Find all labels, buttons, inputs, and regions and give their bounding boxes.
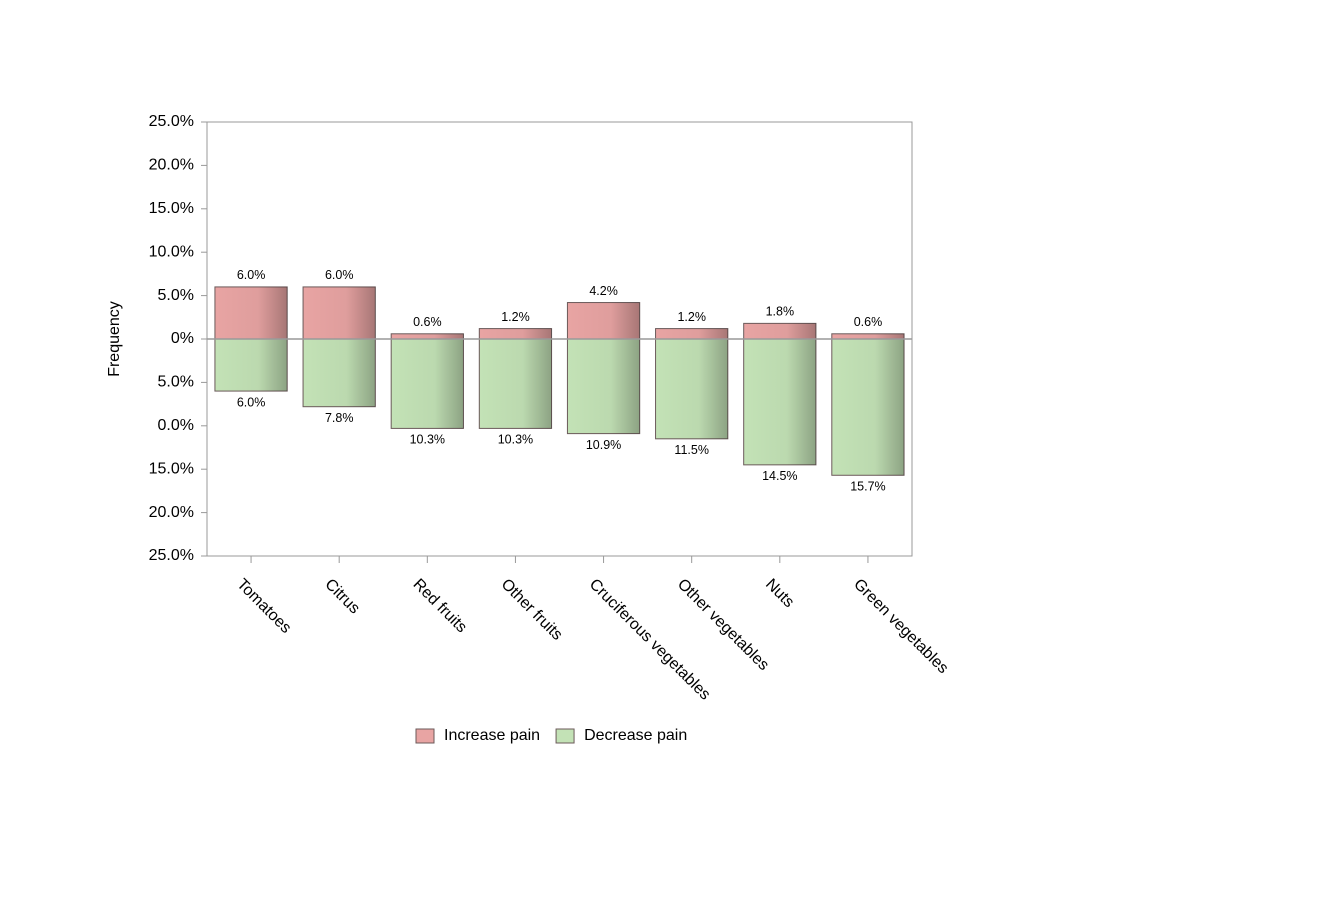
x-tick-label: Nuts [762, 576, 797, 611]
bar-shade [479, 339, 552, 429]
value-label: 7.8% [325, 411, 354, 425]
value-label: 1.2% [501, 310, 530, 324]
value-label: 10.3% [410, 433, 445, 447]
bar-shade [214, 339, 288, 392]
bar-shade [479, 328, 552, 339]
bar-shade [391, 339, 464, 429]
bar-shade [743, 323, 816, 339]
bar-shade [214, 286, 288, 339]
y-tick-label: 5.0% [158, 287, 194, 304]
y-tick-label: 15.0% [149, 200, 194, 217]
x-tick-label: Red fruits [409, 576, 469, 636]
bar-shade [303, 339, 376, 407]
value-label: 6.0% [237, 268, 266, 282]
legend-swatch [415, 728, 435, 744]
y-tick-label: 15.0% [149, 460, 194, 477]
value-label: 15.7% [850, 480, 885, 494]
x-tick-label: Citrus [321, 576, 363, 618]
y-tick-label: 10.0% [149, 243, 194, 260]
value-label: 6.0% [325, 268, 354, 282]
x-tick-label: Tomatoes [233, 576, 294, 637]
bar-shade [567, 339, 640, 434]
y-tick-label: 0% [171, 330, 194, 347]
bar-shade [655, 339, 728, 439]
value-label: 14.5% [762, 469, 797, 483]
value-label: 1.2% [677, 310, 706, 324]
bar-shade [831, 333, 905, 339]
y-tick-label: 5.0% [158, 374, 194, 391]
value-label: 10.3% [498, 433, 533, 447]
legend-swatch [555, 728, 575, 744]
y-tick-label: 25.0% [149, 113, 194, 130]
y-tick-label: 0.0% [158, 417, 194, 434]
y-axis-title: Frequency [106, 301, 123, 377]
x-tick-label: Other vegetables [674, 576, 772, 674]
value-label: 6.0% [237, 395, 266, 409]
value-label: 1.8% [766, 305, 795, 319]
y-tick-label: 20.0% [149, 157, 194, 174]
value-label: 10.9% [586, 438, 621, 452]
value-label: 11.5% [674, 443, 709, 457]
legend-label: Decrease pain [584, 727, 687, 744]
bar-shade [655, 328, 728, 339]
bar-shade [303, 286, 376, 339]
value-label: 4.2% [589, 284, 618, 298]
value-label: 0.6% [854, 315, 883, 329]
value-label: 0.6% [413, 315, 442, 329]
legend-label: Increase pain [444, 727, 540, 744]
x-tick-label: Green vegetables [850, 576, 951, 677]
bar-shade [831, 339, 905, 476]
bar-shade [391, 333, 464, 339]
x-tick-label: Other fruits [498, 576, 566, 644]
y-tick-label: 25.0% [149, 547, 194, 564]
bar-shade [743, 339, 816, 465]
y-tick-label: 20.0% [149, 504, 194, 521]
bar-shade [567, 302, 640, 339]
